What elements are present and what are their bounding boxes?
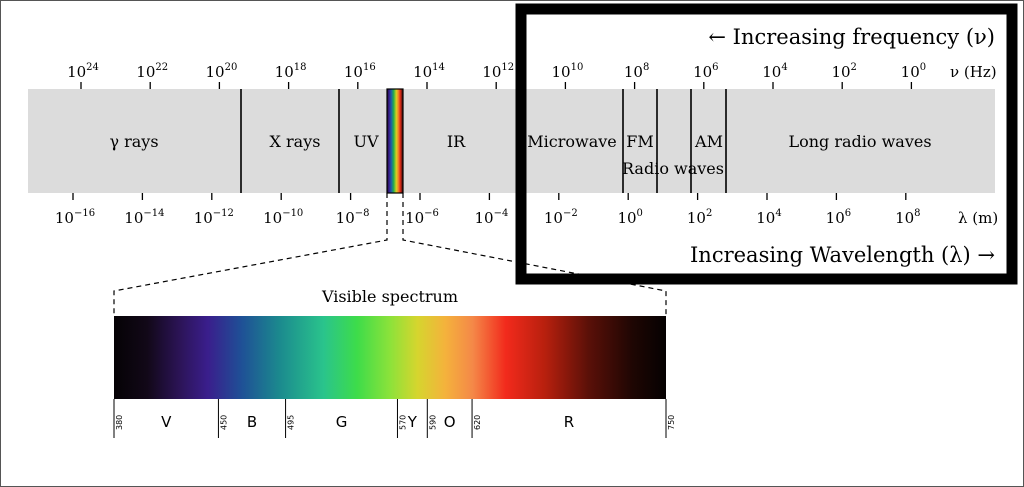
visible-color-name: V [161,413,172,431]
frequency-tick-label: 1022 [136,62,168,81]
frequency-tick-label: 1024 [67,62,99,81]
visible-tick-label: 380 [115,415,124,430]
band-dividers [240,89,727,193]
frequency-tick-label: 106 [693,62,718,81]
visible-tick-label: 590 [428,415,437,430]
wavelength-tick-label: 10−16 [55,208,95,227]
wavelength-tick-label: 10−4 [474,208,508,227]
wavelength-arrow-label: Increasing Wavelength (λ) → [690,243,995,267]
frequency-tick-label: 1018 [275,62,307,81]
band-label-long-radio: Long radio waves [788,132,931,151]
wavelength-tick-label: 104 [756,208,781,227]
visible-color-name: B [247,413,257,431]
frequency-tick-label: 1020 [205,62,237,81]
wavelength-tick-label: 10−2 [544,208,578,227]
frequency-tick-label: 1016 [344,62,376,81]
band-label-ir: IR [447,132,466,151]
zoom-guide-right [402,193,667,316]
frequency-tick-label: 108 [624,62,649,81]
visible-spectrum-bar [114,316,666,399]
wavelength-axis: 10−16 10−14 10−12 10−10 10−8 10−6 10−4 10−2 100 1… [55,193,921,227]
frequency-unit-label: ν (Hz) [950,63,997,81]
wavelength-tick-label: 10−8 [336,208,370,227]
frequency-arrow-label: ← Increasing frequency (ν) [708,25,995,49]
visible-tick-label: 750 [667,415,676,430]
frequency-tick-label: 102 [831,62,856,81]
visible-tick-label: 450 [219,415,228,430]
wavelength-tick-label: 10−12 [194,208,234,227]
spectrum-band [28,89,995,193]
wavelength-tick-label: 106 [826,208,851,227]
visible-spectrum-title: Visible spectrum [321,287,458,306]
wavelength-tick-label: 10−6 [405,208,439,227]
wavelength-tick-label: 108 [895,208,920,227]
frequency-tick-label: 100 [901,62,926,81]
wavelength-tick-label: 10−10 [263,208,303,227]
wavelength-unit-label: λ (m) [958,209,998,227]
visible-wavelength-ticks: 380 450 495 570 590 620 750 [113,399,676,438]
wavelength-tick-label: 10−14 [124,208,164,227]
band-label-microwave: Microwave [527,132,616,151]
wavelength-tick-label: 100 [617,208,642,227]
visible-color-name: G [336,413,348,431]
zoom-guide-left [113,193,388,316]
frequency-axis: 1024 1022 1020 1018 1016 1014 1012 1010 108 106 10… [67,62,926,89]
visible-strip-in-band [386,88,404,194]
band-label-gamma: γ rays [109,132,158,151]
frequency-tick-label: 1010 [551,62,583,81]
frequency-tick-label: 1012 [482,62,514,81]
inset-box [515,3,1018,285]
visible-tick-label: 620 [473,415,482,430]
band-label-radio: Radio waves [622,159,724,178]
frequency-tick-label: 104 [762,62,787,81]
visible-tick-label: 570 [398,415,407,430]
wavelength-tick-label: 102 [687,208,712,227]
visible-color-name: R [564,413,574,431]
visible-color-name: Y [407,413,418,431]
visible-tick-label: 495 [287,415,296,430]
zoom-guides [113,193,667,316]
band-label-am: AM [694,132,723,151]
band-label-xray: X rays [270,132,321,151]
band-label-uv: UV [353,132,378,151]
visible-color-name: O [444,413,456,431]
frequency-tick-label: 1014 [413,62,445,81]
band-label-fm: FM [626,132,653,151]
